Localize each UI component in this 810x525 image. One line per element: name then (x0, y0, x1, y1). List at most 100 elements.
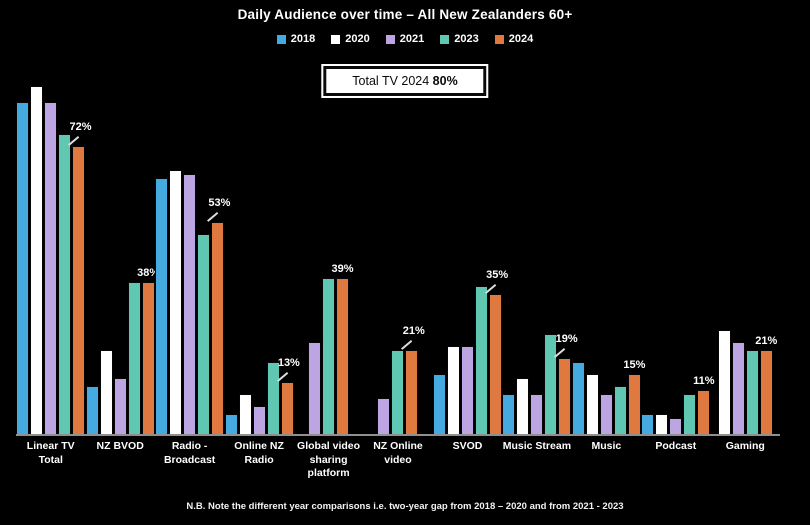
bar-2018 (571, 362, 585, 434)
data-label-2024: 38% (137, 267, 160, 279)
total-tv-value: 80% (432, 74, 458, 88)
bar-group: 11% (641, 82, 715, 434)
legend-swatch-2018 (276, 34, 286, 44)
x-axis-label: Music Stream (502, 440, 572, 452)
bar-2018 (85, 386, 99, 434)
bar-2021 (113, 378, 127, 434)
total-tv-callout-box: Total TV 2024 80% (321, 64, 489, 98)
bar-2023 (127, 282, 141, 434)
legend-label: 2024 (508, 33, 534, 45)
legend-label: 2020 (345, 33, 370, 45)
bar-group: 39% (294, 82, 363, 434)
bar-2020 (585, 374, 599, 434)
legend-swatch-2020 (331, 34, 341, 44)
x-axis-label: SVOD (452, 440, 483, 452)
bar-2021 (460, 346, 474, 434)
data-label-2024: 35% (486, 269, 509, 281)
data-label-2024: 21% (755, 335, 778, 347)
bar-2023 (391, 350, 405, 434)
bar-2018 (224, 414, 238, 434)
bar-group: 15% (571, 82, 645, 434)
legend-item-2021: 2021 (385, 33, 425, 45)
data-label-2024: 15% (623, 359, 646, 371)
bar-group: 21% (363, 82, 432, 434)
bar-2021 (599, 394, 613, 434)
bar-2018 (432, 374, 446, 434)
bar-group: 38% (85, 82, 159, 434)
bar-2023 (544, 334, 558, 434)
x-axis-label: Gaming (725, 440, 765, 452)
bar-2023 (683, 394, 697, 434)
bar-2024: 53% (207, 197, 230, 434)
bar-2024: 72% (68, 121, 91, 434)
bar-2023 (474, 286, 488, 434)
data-label-2024: 19% (555, 333, 578, 345)
bar-2021 (252, 406, 266, 434)
bar-2020 (99, 350, 113, 434)
bar-2023 (58, 134, 72, 434)
bar-2023 (197, 234, 211, 434)
bar-2024: 19% (554, 333, 578, 434)
bar-2023 (613, 386, 627, 434)
bar-2021 (669, 418, 683, 434)
bar-2018 (16, 102, 30, 434)
bar-2020 (516, 378, 530, 434)
bar-2021 (308, 342, 322, 434)
x-axis-label: NZ BVOD (96, 440, 144, 452)
bar-2023 (266, 362, 280, 434)
bar-2024: 21% (755, 335, 777, 434)
chart-plot: 72% 38% 53% 13% 39% 21% 35% 19% 15% 11% 21% (16, 82, 780, 436)
bar-group: 21% (711, 82, 780, 434)
callout-line (207, 211, 219, 221)
bar-group: 72% (16, 82, 91, 434)
x-axis-label: Global video sharing platform (297, 440, 361, 480)
x-axis-label: Linear TV Total (26, 440, 75, 466)
legend-label: 2021 (399, 33, 425, 45)
bar-group: 35% (432, 82, 508, 434)
x-axis-label: Online NZ Radio (234, 440, 284, 466)
bar-2021 (377, 398, 391, 434)
bar-2018 (502, 394, 516, 434)
legend-label: 2023 (454, 33, 479, 45)
bar-2021 (44, 102, 58, 434)
data-label-2024: 53% (208, 197, 231, 209)
data-label-2024: 11% (693, 375, 715, 387)
bar-group: 19% (502, 82, 578, 434)
bar-2024: 15% (623, 359, 645, 434)
bar-2023 (745, 350, 759, 434)
bar-2024: 35% (484, 269, 508, 434)
total-tv-label: Total TV 2024 (352, 74, 433, 88)
legend-item-2024: 2024 (494, 33, 534, 45)
data-label-2024: 21% (402, 325, 425, 337)
bar-2020 (30, 86, 44, 434)
bar-2020 (238, 394, 252, 434)
bar-2020 (717, 330, 731, 434)
bar-2021 (183, 174, 197, 434)
bar-2024: 13% (276, 357, 300, 434)
legend-item-2018: 2018 (276, 33, 315, 45)
chart-title: Daily Audience over time – All New Zeala… (237, 7, 573, 22)
bar-group: 53% (155, 82, 230, 434)
bar-group: 13% (224, 82, 300, 434)
bar-2020 (446, 346, 460, 434)
data-label-2024: 72% (69, 121, 92, 133)
legend-swatch-2023 (440, 34, 450, 44)
bar-2023 (322, 278, 336, 434)
bar-2021 (731, 342, 745, 434)
x-axis-label: NZ Online video (373, 440, 423, 466)
bar-2021 (530, 394, 544, 434)
bar-2020 (169, 170, 183, 434)
x-axis-label: Radio - Broadcast (163, 440, 216, 466)
bar-2024: 39% (332, 263, 354, 434)
bar-2024: 21% (401, 325, 425, 434)
legend-item-2023: 2023 (440, 33, 479, 45)
x-axis-labels: Linear TV Total NZ BVOD Radio - Broadcast O… (16, 440, 780, 481)
x-axis-label: Music (591, 440, 622, 452)
legend-item-2020: 2020 (331, 33, 370, 45)
bar-2018 (641, 414, 655, 434)
footnote: N.B. Note the different year comparisons… (186, 501, 624, 512)
bar-2024: 11% (693, 375, 715, 434)
data-label-2024: 13% (277, 357, 300, 369)
legend-swatch-2021 (385, 34, 395, 44)
